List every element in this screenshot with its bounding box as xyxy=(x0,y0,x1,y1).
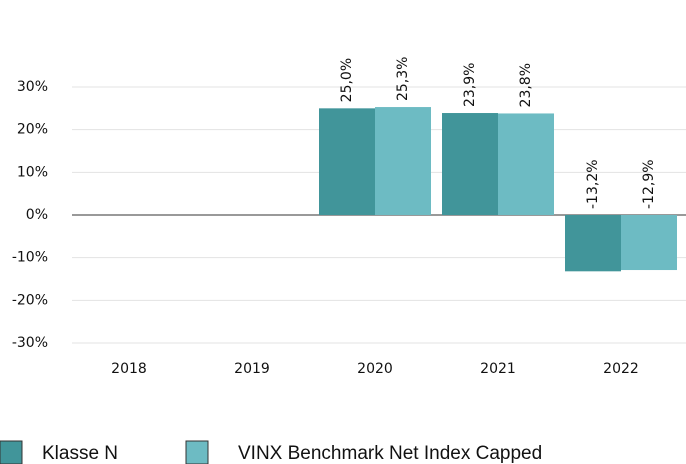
y-tick-label: 30% xyxy=(17,79,48,95)
bar xyxy=(375,107,431,215)
x-tick-label: 2020 xyxy=(357,361,393,377)
y-tick-label: -20% xyxy=(12,292,48,308)
legend-swatch xyxy=(185,440,209,464)
bar xyxy=(498,113,554,215)
value-label: 23,9% xyxy=(462,63,478,107)
x-tick-label: 2021 xyxy=(480,361,516,377)
value-label: -13,2% xyxy=(585,159,601,209)
x-tick-label: 2018 xyxy=(111,361,147,377)
value-label: 25,3% xyxy=(395,57,411,101)
legend-swatch xyxy=(0,440,23,464)
value-label: 25,0% xyxy=(339,58,355,102)
bar xyxy=(442,113,498,215)
x-tick-label: 2019 xyxy=(234,361,270,377)
x-tick-label: 2022 xyxy=(603,361,639,377)
bar xyxy=(621,215,677,271)
legend-text: VINX Benchmark Net Index Capped xyxy=(238,443,542,464)
value-label: -12,9% xyxy=(641,159,657,209)
legend-text: Klasse N xyxy=(42,443,118,464)
y-tick-label: 0% xyxy=(26,207,48,223)
y-tick-label: 10% xyxy=(17,164,48,180)
y-tick-label: -30% xyxy=(12,335,48,351)
value-label: 23,8% xyxy=(518,63,534,107)
y-tick-label: -10% xyxy=(12,250,48,266)
y-tick-label: 20% xyxy=(17,122,48,138)
bar xyxy=(565,215,621,272)
bar xyxy=(319,108,375,215)
